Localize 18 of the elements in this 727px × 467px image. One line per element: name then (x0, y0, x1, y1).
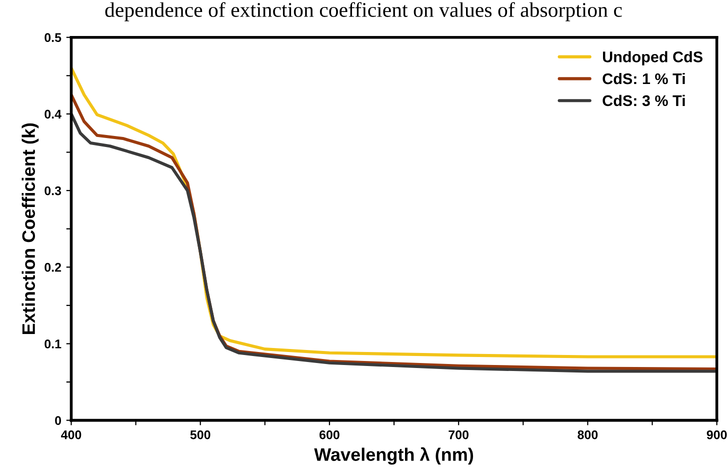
chart-title: dependence of extinction coefficient on values of absorption c (105, 2, 622, 22)
x-tick-label: 800 (578, 430, 598, 440)
y-tick-label: 0 (55, 416, 62, 425)
legend-label: CdS: 3 % Ti (602, 94, 685, 106)
y-tick-label: 0.1 (44, 340, 62, 348)
x-tick-label: 600 (320, 430, 340, 440)
y-tick-label: 0.3 (44, 186, 62, 196)
x-axis-title: Wavelength λ (nm) (314, 447, 474, 465)
y-tick-label: 0.4 (44, 110, 62, 119)
legend-label: CdS: 1 % Ti (602, 72, 685, 84)
y-axis-title: Extinction Coefficient (k) (22, 123, 39, 334)
x-tick-label: 700 (448, 430, 469, 440)
legend-label: Undoped CdS (603, 51, 702, 66)
x-tick-label: 400 (61, 430, 82, 440)
x-tick-label: 900 (706, 430, 727, 440)
y-tick-label: 0.5 (44, 33, 62, 42)
y-tick-label: 0.2 (44, 262, 62, 272)
x-tick-label: 500 (190, 430, 210, 440)
